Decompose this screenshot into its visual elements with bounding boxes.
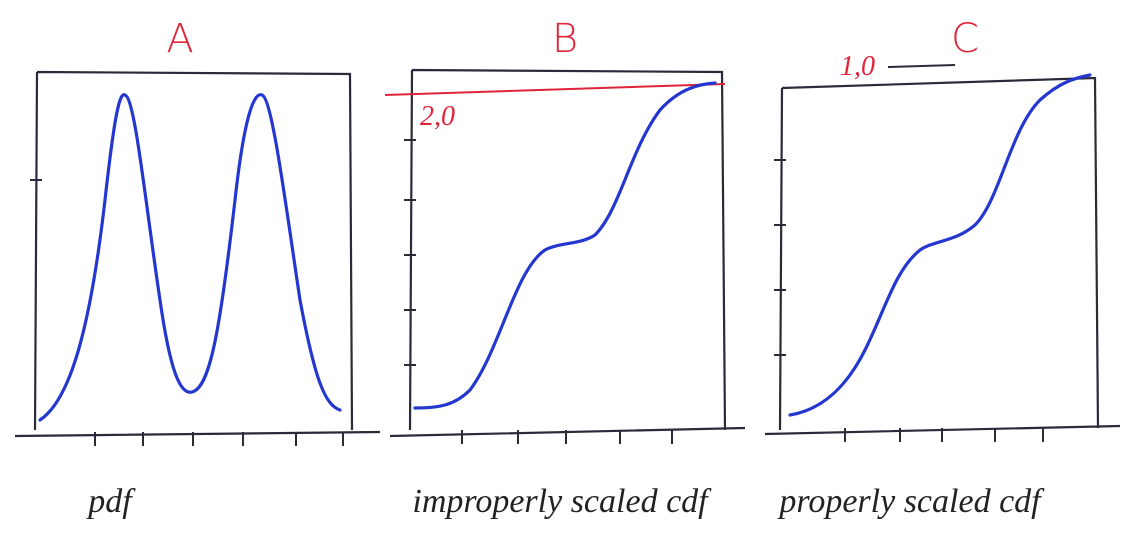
annotation: 2,0 (420, 101, 455, 132)
scale-line (888, 65, 955, 67)
cdf-curve (790, 75, 1090, 415)
caption: properly scaled cdf (777, 483, 1045, 520)
panel-title: A (166, 16, 193, 62)
scale-line (385, 84, 725, 95)
panel-title: B (552, 16, 578, 62)
ticks (30, 180, 343, 446)
sketch: A pdf B 2,0 improperly scaled cdf C 1,0 … (0, 0, 1144, 551)
caption: improperly scaled cdf (412, 483, 712, 520)
frame (765, 78, 1120, 434)
ticks (774, 160, 1043, 442)
panel-b: B 2,0 improperly scaled cdf (385, 16, 745, 520)
ticks (404, 140, 672, 444)
panel-a: A pdf (15, 16, 380, 520)
cdf-curve (415, 83, 715, 408)
frame (15, 72, 380, 436)
annotation: 1,0 (840, 51, 875, 82)
caption: pdf (86, 483, 136, 520)
panel-c: C 1,0 properly scaled cdf (765, 16, 1120, 520)
panel-title: C (951, 16, 979, 62)
pdf-curve (40, 95, 340, 420)
